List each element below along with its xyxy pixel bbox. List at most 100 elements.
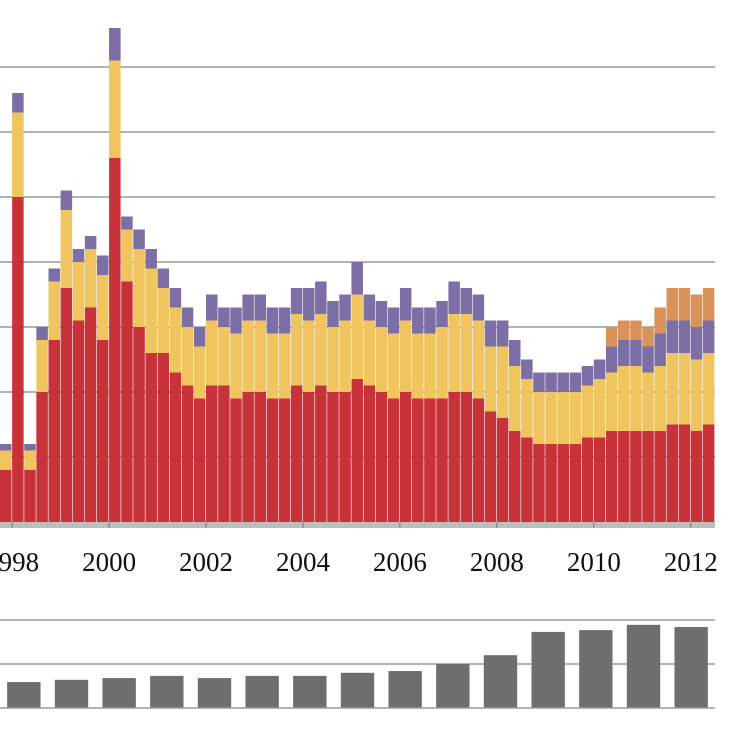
bar-segment bbox=[0, 444, 12, 451]
bar-segment bbox=[654, 333, 666, 366]
bar bbox=[102, 678, 136, 708]
bar-segment bbox=[206, 385, 218, 522]
bar-segment bbox=[181, 385, 194, 522]
bar-segment bbox=[472, 294, 485, 321]
bar-segment bbox=[193, 327, 206, 347]
bar-segment bbox=[569, 372, 582, 392]
bar-segment bbox=[206, 320, 218, 386]
bar-segment bbox=[290, 288, 303, 314]
bar-segment bbox=[181, 327, 194, 386]
bar-segment bbox=[702, 288, 715, 321]
bar-segment bbox=[72, 320, 85, 522]
bar-segment bbox=[133, 229, 145, 249]
bar-segment bbox=[206, 294, 218, 321]
bar bbox=[674, 627, 708, 708]
bar-segment bbox=[266, 398, 279, 522]
bar-segment bbox=[242, 320, 254, 392]
bar-segment bbox=[472, 320, 485, 399]
bar-segment bbox=[157, 353, 170, 522]
bar-segment bbox=[60, 210, 73, 288]
bar bbox=[531, 631, 565, 708]
bar-segment bbox=[618, 320, 630, 340]
bar-segment bbox=[605, 346, 618, 373]
bar-segment bbox=[472, 398, 485, 522]
x-tick-label: 2000 bbox=[82, 547, 136, 577]
bar-segment bbox=[630, 320, 642, 340]
x-tick-label: 2012 bbox=[664, 547, 718, 577]
bar-segment bbox=[0, 450, 12, 470]
bar-segment bbox=[145, 249, 157, 269]
bar-segment bbox=[630, 340, 642, 366]
x-tick-label: 2010 bbox=[567, 547, 621, 577]
bar-segment bbox=[666, 424, 679, 522]
bar-segment bbox=[690, 294, 703, 327]
bar-segment bbox=[230, 307, 242, 334]
bar-segment bbox=[109, 60, 121, 158]
bar-segment bbox=[605, 372, 618, 431]
bar-segment bbox=[593, 437, 606, 522]
bar-segment bbox=[545, 372, 557, 392]
x-tick-label: 2006 bbox=[373, 547, 427, 577]
bar-segment bbox=[339, 320, 351, 392]
x-tick-label: 2004 bbox=[276, 547, 331, 577]
bar-segment bbox=[72, 262, 85, 321]
bar-segment bbox=[618, 366, 630, 431]
bar-segment bbox=[581, 366, 594, 386]
bar-segment bbox=[666, 353, 679, 425]
bar-segment bbox=[327, 301, 339, 327]
bar-segment bbox=[218, 307, 230, 327]
bar-segment bbox=[484, 320, 497, 347]
bar bbox=[54, 679, 89, 708]
bar-segment bbox=[351, 294, 363, 379]
bar-segment bbox=[193, 346, 206, 399]
bar-segment bbox=[630, 431, 642, 522]
bar bbox=[293, 675, 327, 708]
bar-segment bbox=[569, 444, 582, 522]
bar bbox=[483, 655, 518, 708]
bar-segment bbox=[424, 398, 436, 522]
bar-segment bbox=[157, 288, 170, 353]
bar-segment bbox=[339, 294, 351, 321]
bar-segment bbox=[678, 288, 691, 321]
bar-segment bbox=[24, 470, 36, 522]
bar-segment bbox=[278, 307, 291, 334]
x-tick-label: 2002 bbox=[179, 547, 233, 577]
bar-segment bbox=[678, 353, 691, 425]
bar-segment bbox=[48, 268, 60, 282]
bar-segment bbox=[399, 392, 412, 522]
bar-segment bbox=[557, 372, 569, 392]
bar-segment bbox=[218, 385, 230, 522]
bar bbox=[626, 624, 661, 708]
bar-segment bbox=[448, 314, 460, 392]
bar-segment bbox=[533, 372, 545, 392]
bar-segment bbox=[654, 366, 666, 431]
bar-segment bbox=[48, 340, 60, 522]
bar-segment bbox=[84, 249, 97, 308]
bar-segment bbox=[290, 385, 303, 522]
bar-segment bbox=[24, 450, 36, 470]
bar-segment bbox=[690, 359, 703, 431]
bar-segment bbox=[315, 385, 327, 522]
bar-segment bbox=[302, 288, 315, 321]
bar-segment bbox=[36, 340, 48, 392]
bar-segment bbox=[581, 385, 594, 438]
bar-segment bbox=[375, 301, 388, 327]
bar bbox=[388, 671, 422, 708]
bar-segment bbox=[375, 392, 388, 522]
bar-segment bbox=[169, 288, 182, 308]
bar-segment bbox=[12, 197, 24, 522]
bar-segment bbox=[363, 294, 376, 321]
bar-segment bbox=[242, 392, 254, 522]
bar-segment bbox=[666, 288, 679, 321]
bar-segment bbox=[424, 307, 436, 334]
bar-segment bbox=[96, 275, 109, 340]
bar-segment bbox=[193, 398, 206, 522]
bar-segment bbox=[412, 307, 424, 334]
bar-segment bbox=[278, 333, 291, 399]
bar-segment bbox=[48, 281, 60, 340]
bar-segment bbox=[169, 307, 182, 373]
bar-segment bbox=[448, 392, 460, 522]
bar-segment bbox=[702, 320, 715, 353]
bar-segment bbox=[181, 307, 194, 327]
bar-segment bbox=[678, 424, 691, 522]
